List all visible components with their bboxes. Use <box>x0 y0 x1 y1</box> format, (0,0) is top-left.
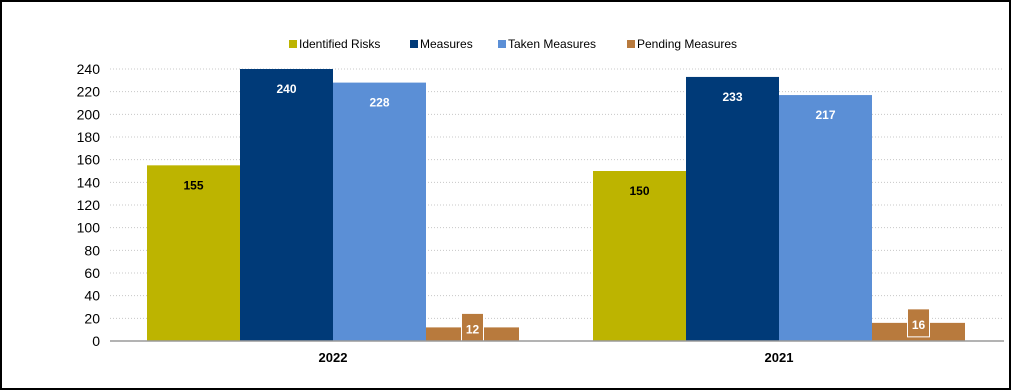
legend-swatch <box>498 40 506 48</box>
legend-label: Identified Risks <box>299 37 380 51</box>
x-category-label: 2022 <box>319 350 348 365</box>
y-tick-label: 240 <box>77 61 101 77</box>
bar-taken-measures-2021 <box>779 95 872 341</box>
bar-identified-risks-2021 <box>593 171 686 341</box>
data-label: 12 <box>466 322 480 336</box>
y-tick-label: 140 <box>77 174 101 190</box>
data-label: 233 <box>722 90 742 104</box>
legend-swatch <box>289 40 297 48</box>
data-label: 150 <box>629 184 649 198</box>
y-tick-label: 180 <box>77 129 101 145</box>
bar-measures-2021 <box>686 76 779 341</box>
legend-label: Pending Measures <box>637 37 737 51</box>
y-tick-label: 80 <box>84 242 100 258</box>
legend-label: Measures <box>420 37 473 51</box>
data-label: 217 <box>815 108 835 122</box>
x-category-label: 2021 <box>765 350 794 365</box>
y-tick-label: 120 <box>77 197 101 213</box>
y-tick-label: 200 <box>77 106 101 122</box>
bar-identified-risks-2022 <box>147 165 240 341</box>
y-tick-label: 220 <box>77 84 101 100</box>
legend-swatch <box>410 40 418 48</box>
y-tick-label: 100 <box>77 220 101 236</box>
y-tick-label: 160 <box>77 152 101 168</box>
legend-label: Taken Measures <box>508 37 596 51</box>
y-tick-label: 20 <box>84 310 100 326</box>
bar-taken-measures-2022 <box>333 82 426 341</box>
data-label: 228 <box>369 96 389 110</box>
y-tick-label: 0 <box>92 333 100 349</box>
data-label: 240 <box>276 82 296 96</box>
bar-measures-2022 <box>240 69 333 341</box>
legend-swatch <box>627 40 635 48</box>
data-label-box <box>907 308 930 338</box>
data-label: 16 <box>912 318 926 332</box>
data-label: 155 <box>183 178 203 192</box>
y-tick-label: 60 <box>84 265 100 281</box>
y-tick-label: 40 <box>84 288 100 304</box>
